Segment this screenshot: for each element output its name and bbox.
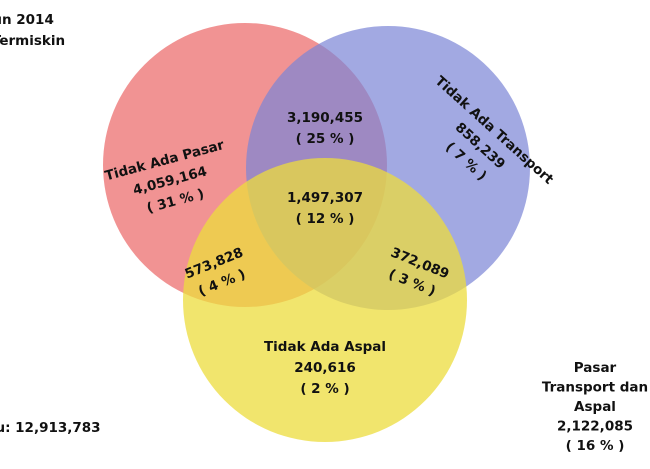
label: 3,190,455 — [287, 110, 363, 126]
label: Aspal — [574, 399, 616, 415]
label: ( 12 % ) — [296, 211, 355, 227]
label: Tahun 2014 — [0, 12, 54, 28]
label: Pasar — [574, 360, 617, 376]
circle-aspal — [183, 158, 467, 442]
label: ( 25 % ) — [296, 131, 355, 147]
label: Transport dan — [542, 380, 648, 396]
label: Tidak Ada Aspal — [264, 339, 386, 355]
label: 1,497,307 — [287, 190, 363, 206]
label: Individu: 12,913,783 — [0, 420, 101, 436]
label: 2,122,085 — [557, 419, 633, 435]
label: 240,616 — [294, 360, 356, 376]
label: ( 2 % ) — [300, 381, 349, 397]
label: ( 16 % ) — [566, 438, 625, 454]
label: 20% Termiskin — [0, 33, 65, 49]
